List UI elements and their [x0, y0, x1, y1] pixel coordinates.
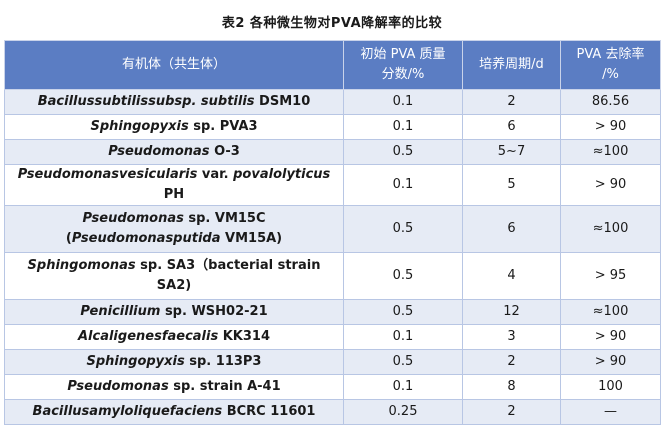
organism-cell: Bacillussubtilissubsp. subtilis DSM10 [4, 89, 344, 115]
organism-name-text: sp. PVA3 [188, 119, 258, 134]
pva-degradation-table: 有机体（共生体） 初始 PVA 质量 分数/% 培养周期/d PVA 去除率/% … [4, 40, 661, 425]
concentration-cell: 0.5 [343, 252, 463, 300]
period-cell: 5~7 [462, 139, 561, 165]
organism-cell: Bacillusamyloliquefaciens BCRC 11601 [4, 399, 344, 425]
period-cell: 2 [462, 89, 561, 115]
concentration-cell: 0.25 [343, 399, 463, 425]
organism-name-italic: Pseudomonasputida [71, 231, 221, 246]
period-cell: 5 [462, 164, 561, 206]
removal-cell: > 90 [560, 324, 661, 350]
organism-cell: Sphingopyxis sp. PVA3 [4, 114, 344, 140]
header-concentration: 初始 PVA 质量 分数/% [343, 40, 463, 90]
organism-name-text: KK314 [218, 329, 271, 344]
table-row: Pseudomonas O-3 0.5 5~7 ≈100 [4, 139, 661, 165]
concentration-cell: 0.5 [343, 349, 463, 375]
table-row: Sphingopyxis sp. PVA3 0.1 6 > 90 [4, 114, 661, 140]
organism-name-text: ( [65, 231, 72, 246]
organism-name-text: SA2) [156, 278, 192, 293]
period-cell: 3 [462, 324, 561, 350]
organism-cell: Pseudomonasvesicularis var. povalolyticu… [4, 164, 344, 206]
removal-cell: ≈100 [560, 299, 661, 325]
organism-cell: Pseudomonas sp. VM15C (Pseudomonasputida … [4, 205, 344, 253]
organism-name-italic: Pseudomonas [108, 144, 210, 159]
concentration-cell: 0.1 [343, 374, 463, 400]
period-cell: 2 [462, 399, 561, 425]
organism-name-italic: Sphingopyxis [90, 119, 189, 134]
organism-name-italic: Pseudomonas [67, 379, 169, 394]
table-row: Sphingomonas sp. SA3（bacterial strain SA2… [4, 252, 661, 300]
concentration-cell: 0.1 [343, 114, 463, 140]
organism-name-text: sp. SA3（bacterial strain [135, 258, 321, 273]
removal-cell: > 90 [560, 114, 661, 140]
period-cell: 12 [462, 299, 561, 325]
removal-cell: > 90 [560, 349, 661, 375]
organism-name-italic: Sphingomonas [27, 258, 136, 273]
organism-name-text: O-3 [209, 144, 240, 159]
organism-cell: Penicillium sp. WSH02-21 [4, 299, 344, 325]
organism-name-italic: Bacillussubtilissubsp. subtilis [37, 94, 255, 109]
period-cell: 6 [462, 205, 561, 253]
organism-name-italic: Alcaligenesfaecalis [77, 329, 219, 344]
organism-name-italic: Penicillium [80, 304, 161, 319]
removal-cell: > 95 [560, 252, 661, 300]
removal-cell: 100 [560, 374, 661, 400]
organism-cell: Sphingomonas sp. SA3（bacterial strain SA2… [4, 252, 344, 300]
table-row: Penicillium sp. WSH02-21 0.5 12 ≈100 [4, 299, 661, 325]
header-organism: 有机体（共生体） [4, 40, 344, 90]
period-cell: 2 [462, 349, 561, 375]
period-cell: 8 [462, 374, 561, 400]
organism-name-text: sp. VM15C [183, 211, 266, 226]
concentration-cell: 0.1 [343, 164, 463, 206]
header-period: 培养周期/d [462, 40, 561, 90]
removal-cell: ≈100 [560, 139, 661, 165]
concentration-cell: 0.5 [343, 205, 463, 253]
table-row: Bacillussubtilissubsp. subtilis DSM10 0.1… [4, 89, 661, 115]
organism-name-text: VM15A) [220, 231, 283, 246]
table-body: Bacillussubtilissubsp. subtilis DSM10 0.1… [4, 89, 661, 425]
table-row: Pseudomonas sp. VM15C (Pseudomonasputida … [4, 205, 661, 253]
removal-cell: > 90 [560, 164, 661, 206]
organism-name-text: sp. 113P3 [184, 354, 262, 369]
organism-cell: Pseudomonas sp. strain A-41 [4, 374, 344, 400]
period-cell: 6 [462, 114, 561, 140]
table-row: Sphingopyxis sp. 113P3 0.5 2 > 90 [4, 349, 661, 375]
organism-name-italic: Sphingopyxis [86, 354, 185, 369]
organism-cell: Alcaligenesfaecalis KK314 [4, 324, 344, 350]
organism-name-text: sp. WSH02-21 [160, 304, 268, 319]
organism-name-italic: Pseudomonasvesicularis [17, 167, 198, 182]
table-row: Pseudomonas sp. strain A-41 0.1 8 100 [4, 374, 661, 400]
concentration-cell: 0.1 [343, 324, 463, 350]
header-removal: PVA 去除率/% [560, 40, 661, 90]
table-row: Bacillusamyloliquefaciens BCRC 11601 0.25… [4, 399, 661, 425]
table-row: Pseudomonasvesicularis var. povalolyticu… [4, 164, 661, 206]
removal-cell: — [560, 399, 661, 425]
organism-cell: Sphingopyxis sp. 113P3 [4, 349, 344, 375]
organism-name-italic: povalolyticus [233, 167, 331, 182]
organism-name-text: var. [197, 167, 234, 182]
concentration-cell: 0.5 [343, 139, 463, 165]
concentration-cell: 0.5 [343, 299, 463, 325]
removal-cell: ≈100 [560, 205, 661, 253]
period-cell: 4 [462, 252, 561, 300]
table-header-row: 有机体（共生体） 初始 PVA 质量 分数/% 培养周期/d PVA 去除率/% [4, 40, 661, 90]
organism-name-text: BCRC 11601 [222, 404, 316, 419]
organism-name-italic: Bacillusamyloliquefaciens [32, 404, 223, 419]
organism-name-text: PH [163, 187, 185, 202]
removal-cell: 86.56 [560, 89, 661, 115]
organism-cell: Pseudomonas O-3 [4, 139, 344, 165]
organism-name-text: sp. strain A-41 [168, 379, 281, 394]
table-row: Alcaligenesfaecalis KK314 0.1 3 > 90 [4, 324, 661, 350]
concentration-cell: 0.1 [343, 89, 463, 115]
table-title: 表2 各种微生物对PVA降解率的比较 [221, 16, 443, 31]
organism-name-text: DSM10 [254, 94, 311, 109]
organism-name-italic: Pseudomonas [82, 211, 184, 226]
